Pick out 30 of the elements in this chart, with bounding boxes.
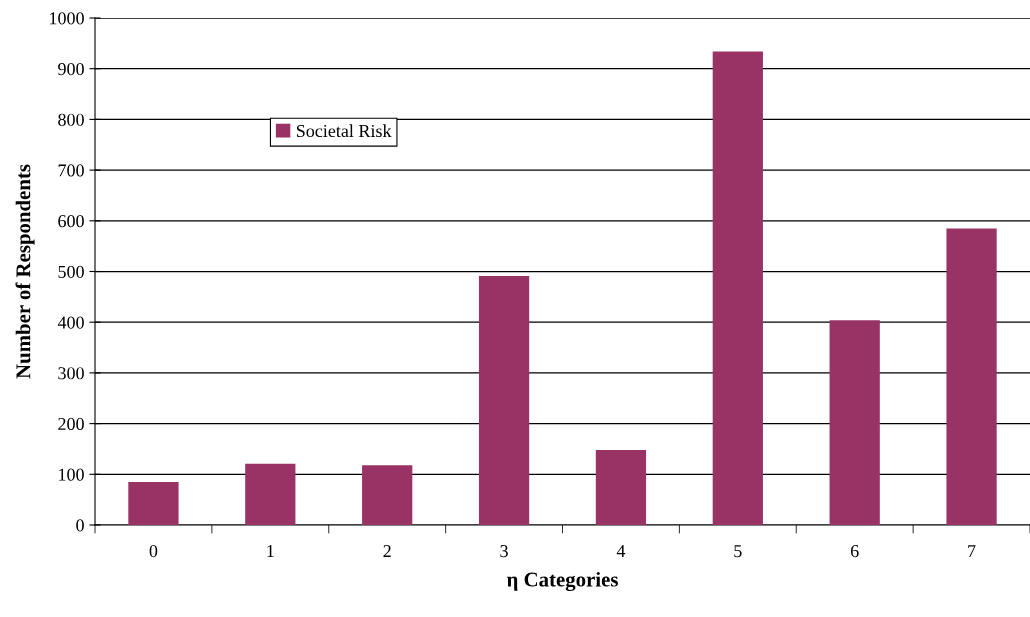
bar	[829, 320, 880, 525]
x-tick-label: 4	[616, 545, 626, 557]
y-tick-label: 300	[58, 367, 84, 380]
bar	[712, 51, 763, 525]
y-tick-label: 400	[57, 316, 84, 329]
x-tick-label: 7	[968, 545, 976, 557]
y-tick-label: 1000	[50, 12, 84, 25]
x-axis-title: η Categories	[506, 571, 618, 591]
bar	[128, 481, 179, 525]
y-tick-label: 100	[59, 468, 84, 481]
bar	[946, 228, 997, 525]
bar	[245, 463, 296, 525]
legend-label: Societal Risk	[296, 124, 392, 138]
bar	[595, 449, 647, 525]
x-tick-label: 5	[734, 545, 742, 558]
x-tick-label: 0	[149, 544, 158, 558]
bar	[362, 465, 413, 525]
x-tick-label: 2	[383, 545, 391, 557]
y-tick-label: 500	[58, 265, 84, 278]
y-axis-title: Number of Respondents	[15, 164, 35, 379]
y-tick-label: 900	[58, 62, 84, 76]
y-tick-label: 800	[58, 113, 84, 126]
x-tick-label: 1	[267, 545, 274, 557]
y-tick-label: 200	[58, 417, 84, 431]
y-tick-label: 700	[58, 164, 84, 177]
x-tick-label: 3	[500, 545, 508, 558]
y-tick-label: 600	[58, 215, 84, 228]
bar	[478, 276, 530, 525]
y-tick-label: 0	[76, 519, 84, 532]
x-tick-label: 6	[850, 545, 859, 558]
